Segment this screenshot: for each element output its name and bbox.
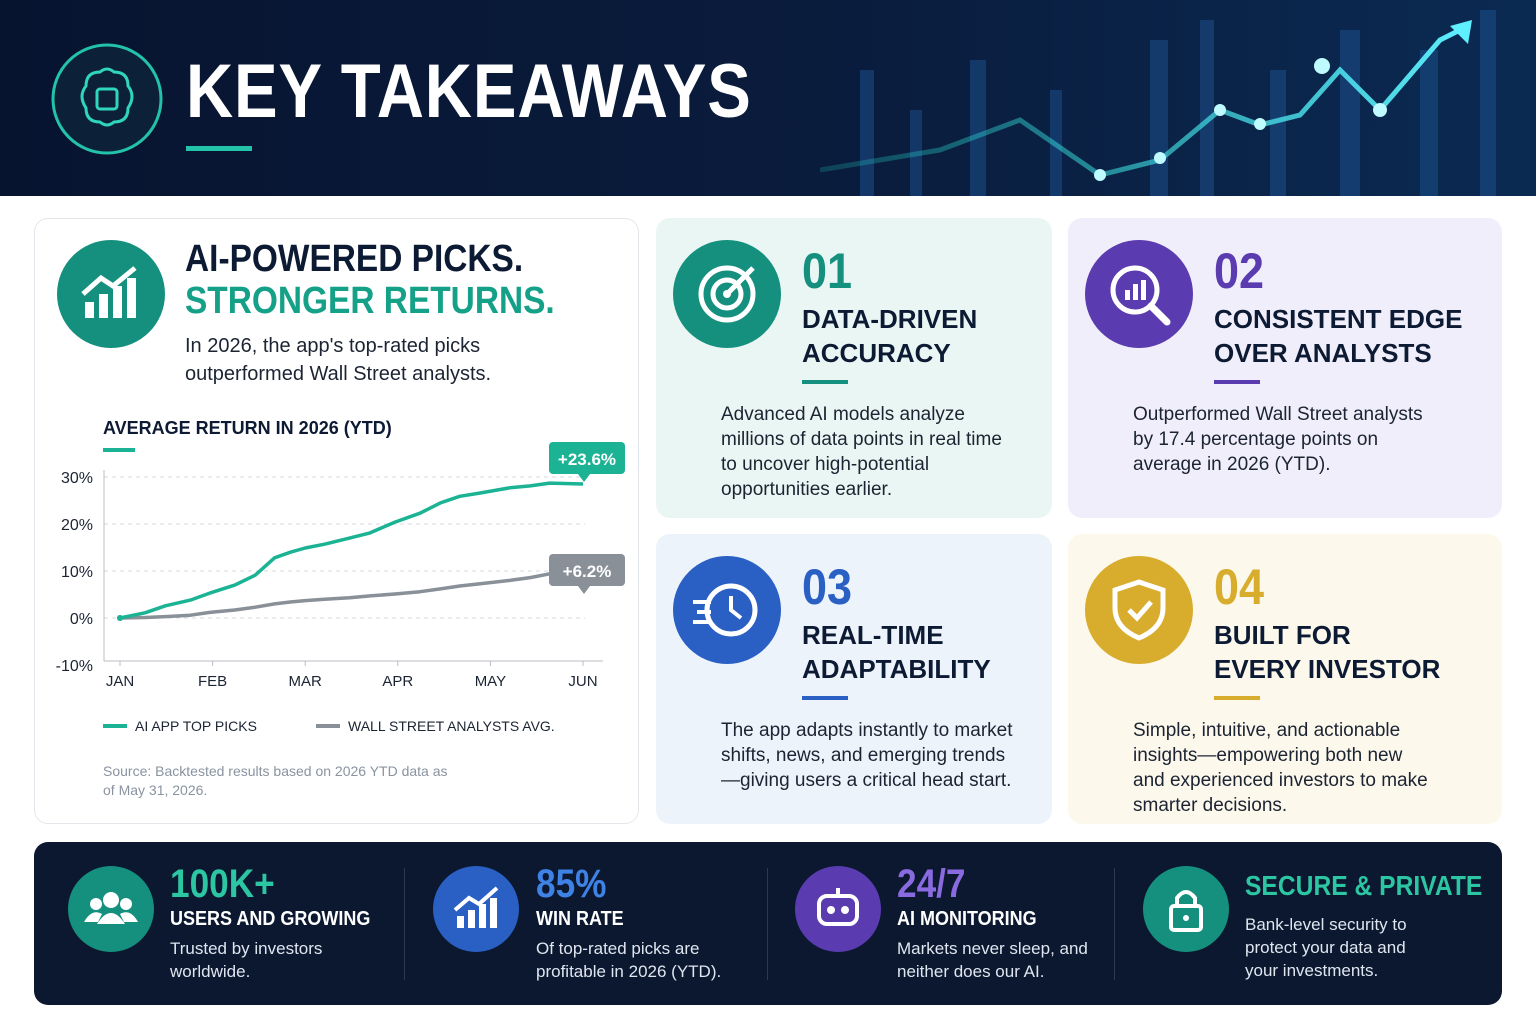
card-number: 02 xyxy=(1214,243,1265,299)
source-note: Source: Backtested results based on 2026… xyxy=(103,763,448,798)
stat-icon xyxy=(795,866,881,952)
stat-icon xyxy=(68,866,154,952)
stat-value: 24/7 xyxy=(897,862,966,906)
annotation-box xyxy=(549,442,625,474)
stat-label: USERS AND GROWING xyxy=(170,908,371,930)
start-point xyxy=(117,615,123,621)
chart-title: AVERAGE RETURN IN 2026 (YTD) xyxy=(103,418,392,438)
legend-label: AI APP TOP PICKS xyxy=(135,718,257,734)
stats-bar xyxy=(34,842,1502,1005)
card-underline xyxy=(802,380,848,384)
card-title: ADAPTABILITY xyxy=(802,654,991,684)
card-number: 01 xyxy=(802,243,853,299)
hero-title-1: AI-POWERED PICKS. xyxy=(185,238,524,280)
card-icon xyxy=(673,556,781,664)
annotation-pointer xyxy=(578,586,590,594)
x-tick-label: APR xyxy=(382,673,413,690)
stat-text: Trusted by investors worldwide. xyxy=(170,939,323,981)
y-tick-label: 10% xyxy=(61,564,93,581)
legend-label: WALL STREET ANALYSTS AVG. xyxy=(348,718,555,734)
annotation: +23.6% xyxy=(558,450,616,469)
header-decoration xyxy=(820,10,1496,196)
x-tick-label: MAY xyxy=(475,673,506,690)
header-icon xyxy=(51,43,163,155)
stat-icon xyxy=(1143,866,1229,952)
x-tick-label: FEB xyxy=(198,673,227,690)
x-tick-label: JUN xyxy=(568,673,597,690)
line-chart: AVERAGE RETURN IN 2026 (YTD) -10% 0% 10% 20%… xyxy=(56,418,625,734)
stat-icon xyxy=(433,866,519,952)
card-title: ACCURACY xyxy=(802,338,951,368)
card-underline xyxy=(1214,380,1260,384)
divider xyxy=(767,868,768,980)
card-text: Simple, intuitive, and actionable insigh… xyxy=(1133,720,1428,816)
divider xyxy=(404,868,405,980)
card-title: REAL-TIME xyxy=(802,620,944,650)
y-tick-label: 30% xyxy=(61,470,93,487)
card-icon xyxy=(1085,556,1193,664)
y-tick-label: 20% xyxy=(61,517,93,534)
card-title: CONSISTENT EDGE xyxy=(1214,304,1463,334)
series-line xyxy=(119,481,584,620)
annotation-pointer xyxy=(578,474,590,482)
card-number: 04 xyxy=(1214,559,1265,615)
card-number: 03 xyxy=(802,559,853,615)
card-icon xyxy=(1085,240,1193,348)
card-title: BUILT FOR xyxy=(1214,620,1351,650)
chart-title-underline xyxy=(103,448,135,452)
x-tick-label: MAR xyxy=(289,673,323,690)
card-icon xyxy=(673,240,781,348)
y-tick-label: -10% xyxy=(56,658,93,675)
annotation: +6.2% xyxy=(563,562,612,581)
stat-label: AI MONITORING xyxy=(897,908,1037,930)
stat-value: 100K+ xyxy=(170,862,275,906)
series-line xyxy=(119,572,551,620)
stat-value: 85% xyxy=(536,862,607,906)
card-title: OVER ANALYSTS xyxy=(1214,338,1432,368)
stat-text: Markets never sleep, and neither does ou… xyxy=(897,939,1088,981)
card-title: EVERY INVESTOR xyxy=(1214,654,1441,684)
stat-label: WIN RATE xyxy=(536,908,624,930)
card-text: Outperformed Wall Street analysts by 17.… xyxy=(1133,404,1423,475)
annotation-box xyxy=(549,554,625,586)
title-underline xyxy=(186,146,252,151)
hero-title-2: STRONGER RETURNS. xyxy=(185,280,555,322)
card-title: DATA-DRIVEN xyxy=(802,304,978,334)
y-tick-label: 0% xyxy=(70,611,93,628)
card-text: Advanced AI models analyze millions of d… xyxy=(721,404,1002,500)
divider xyxy=(1114,868,1115,980)
header: KEY TAKEAWAYS xyxy=(0,0,1536,196)
stat-text: Of top-rated picks are profitable in 202… xyxy=(536,939,722,981)
card-underline xyxy=(1214,696,1260,700)
stat-value: SECURE & PRIVATE xyxy=(1245,870,1483,901)
stat-text: Bank-level security to protect your data… xyxy=(1245,915,1407,980)
hero-text: In 2026, the app's top-rated picks outpe… xyxy=(185,335,492,385)
card-underline xyxy=(802,696,848,700)
page-title: KEY TAKEAWAYS xyxy=(186,49,752,134)
card-text: The app adapts instantly to market shift… xyxy=(721,720,1013,791)
hero-icon xyxy=(57,240,165,348)
x-tick-label: JAN xyxy=(106,673,134,690)
